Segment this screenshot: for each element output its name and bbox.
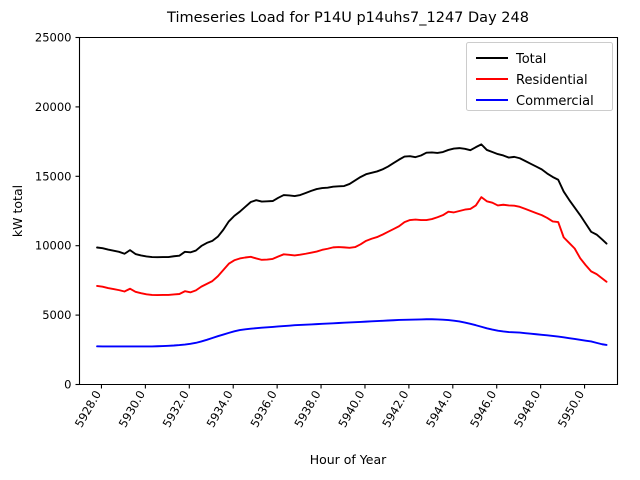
- chart-title: Timeseries Load for P14U p14uhs7_1247 Da…: [166, 10, 529, 26]
- series-lines: [96, 143, 608, 348]
- legend-background: [466, 42, 613, 111]
- series-line-residential: [96, 196, 608, 297]
- legend-items: Total Residential Commercial: [476, 52, 594, 109]
- series-line-commercial: [96, 318, 608, 348]
- y-tick-label: 0: [64, 378, 71, 392]
- y-tick-label: 15000: [35, 169, 72, 183]
- series-line-total: [96, 143, 608, 259]
- y-axis-ticks: 0 5000 10000 15000 20000 25000: [35, 31, 80, 392]
- x-axis-title: Hour of Year: [310, 452, 387, 467]
- axis-frame: [78, 36, 619, 386]
- y-tick-label: 5000: [42, 308, 71, 322]
- y-tick-label: 20000: [35, 100, 72, 114]
- y-tick-label: 10000: [35, 239, 72, 253]
- y-axis-title: kW total: [10, 185, 25, 237]
- chart-legend: Total Residential Commercial: [466, 42, 613, 111]
- legend-label-total: Total: [515, 52, 546, 67]
- y-tick-label: 25000: [35, 31, 72, 45]
- legend-label-residential: Residential: [516, 73, 588, 88]
- legend-label-commercial: Commercial: [516, 94, 594, 109]
